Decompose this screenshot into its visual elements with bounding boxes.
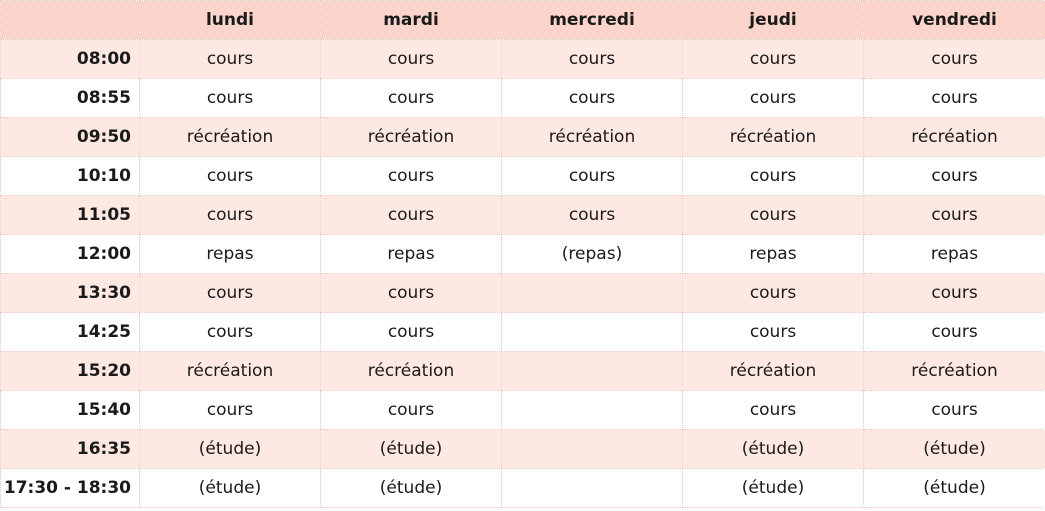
schedule-cell: cours [139, 390, 321, 430]
schedule-cell: repas [139, 234, 321, 274]
schedule-cell [501, 390, 683, 430]
schedule-cell: cours [139, 156, 321, 196]
table-row: 12:00 repas repas (repas) repas repas [0, 234, 1045, 274]
schedule-cell [501, 429, 683, 469]
schedule-cell: récréation [139, 117, 321, 157]
time-slot-label: 15:20 [0, 351, 140, 391]
schedule-cell: cours [501, 39, 683, 79]
schedule-cell: récréation [682, 351, 864, 391]
time-slot-label: 08:55 [0, 78, 140, 118]
schedule-cell [501, 468, 683, 508]
time-slot-label: 14:25 [0, 312, 140, 352]
schedule-cell: cours [682, 312, 864, 352]
schedule-cell: récréation [139, 351, 321, 391]
schedule-cell: cours [320, 78, 502, 118]
time-slot-label: 11:05 [0, 195, 140, 235]
schedule-cell: cours [320, 195, 502, 235]
schedule-cell: (étude) [320, 429, 502, 469]
schedule-cell [501, 273, 683, 313]
table-row: 15:20 récréation récréation récréation récré… [0, 351, 1045, 391]
schedule-cell: cours [320, 312, 502, 352]
time-slot-label: 15:40 [0, 390, 140, 430]
schedule-cell [501, 351, 683, 391]
time-slot-label: 09:50 [0, 117, 140, 157]
schedule-cell: (étude) [320, 468, 502, 508]
table-row: 11:05 cours cours cours cours cours [0, 195, 1045, 235]
schedule-cell: cours [682, 390, 864, 430]
schedule-cell: cours [501, 156, 683, 196]
schedule-cell: cours [682, 156, 864, 196]
day-header-vendredi: vendredi [863, 0, 1045, 40]
day-header-jeudi: jeudi [682, 0, 864, 40]
time-slot-label: 12:00 [0, 234, 140, 274]
schedule-cell: cours [320, 390, 502, 430]
schedule-cell: cours [863, 312, 1045, 352]
schedule-cell: (étude) [139, 468, 321, 508]
schedule-cell: (étude) [682, 468, 864, 508]
schedule-cell: cours [863, 390, 1045, 430]
header-row: lundi mardi mercredi jeudi vendredi [0, 0, 1045, 40]
schedule-cell: (étude) [863, 429, 1045, 469]
schedule-cell: cours [682, 273, 864, 313]
schedule-cell: repas [682, 234, 864, 274]
table-row: 14:25 cours cours cours cours [0, 312, 1045, 352]
time-slot-label: 17:30 - 18:30 [0, 468, 140, 508]
schedule-cell: cours [501, 195, 683, 235]
schedule-cell: récréation [863, 117, 1045, 157]
schedule-cell: cours [139, 195, 321, 235]
schedule-cell: cours [863, 195, 1045, 235]
schedule-cell: cours [863, 78, 1045, 118]
table-row: 17:30 - 18:30 (étude) (étude) (étude) (étude… [0, 468, 1045, 508]
time-slot-label: 16:35 [0, 429, 140, 469]
schedule-cell [501, 312, 683, 352]
schedule-cell: (étude) [139, 429, 321, 469]
schedule-cell: cours [682, 78, 864, 118]
schedule-cell: repas [863, 234, 1045, 274]
time-slot-label: 10:10 [0, 156, 140, 196]
time-slot-label: 13:30 [0, 273, 140, 313]
schedule-cell: cours [863, 273, 1045, 313]
corner-cell [0, 0, 140, 40]
schedule-cell: récréation [320, 117, 502, 157]
schedule-cell: cours [320, 39, 502, 79]
schedule-cell: cours [320, 156, 502, 196]
table-row: 08:00 cours cours cours cours cours [0, 39, 1045, 79]
schedule-cell: cours [139, 312, 321, 352]
schedule-cell: cours [682, 195, 864, 235]
schedule-cell: récréation [320, 351, 502, 391]
schedule-cell: cours [863, 39, 1045, 79]
schedule-cell: cours [139, 39, 321, 79]
schedule-cell: cours [139, 78, 321, 118]
table-row: 08:55 cours cours cours cours cours [0, 78, 1045, 118]
schedule-body: 08:00 cours cours cours cours cours 08:55 cours… [0, 39, 1045, 508]
table-row: 16:35 (étude) (étude) (étude) (étude) [0, 429, 1045, 469]
table-row: 10:10 cours cours cours cours cours [0, 156, 1045, 196]
schedule-cell: repas [320, 234, 502, 274]
day-header-lundi: lundi [139, 0, 321, 40]
schedule-cell: récréation [863, 351, 1045, 391]
schedule-cell: cours [682, 39, 864, 79]
schedule-cell: cours [501, 78, 683, 118]
table-row: 09:50 récréation récréation récréation récré… [0, 117, 1045, 157]
schedule-cell: cours [863, 156, 1045, 196]
day-header-mardi: mardi [320, 0, 502, 40]
day-header-mercredi: mercredi [501, 0, 683, 40]
table-row: 13:30 cours cours cours cours [0, 273, 1045, 313]
schedule-cell: cours [139, 273, 321, 313]
schedule-cell: récréation [682, 117, 864, 157]
schedule-cell: (étude) [682, 429, 864, 469]
time-slot-label: 08:00 [0, 39, 140, 79]
schedule-cell: (étude) [863, 468, 1045, 508]
schedule-cell: récréation [501, 117, 683, 157]
schedule-cell: cours [320, 273, 502, 313]
schedule-cell: (repas) [501, 234, 683, 274]
table-row: 15:40 cours cours cours cours [0, 390, 1045, 430]
